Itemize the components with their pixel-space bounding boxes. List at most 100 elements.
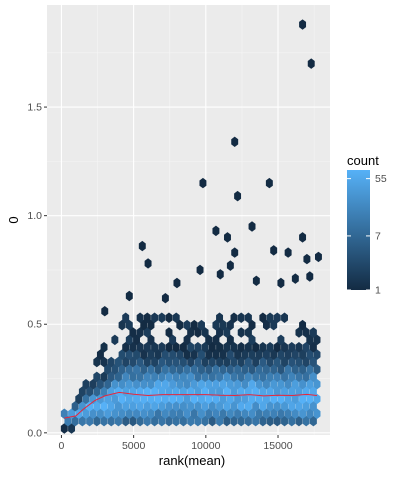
hexbin-cell	[161, 408, 169, 419]
hexbin-cell	[115, 356, 122, 368]
hexbin-cell	[122, 401, 130, 412]
hexbin-cell	[255, 393, 263, 405]
hexbin-cell	[125, 319, 133, 331]
hexbin-cell	[133, 349, 140, 360]
hexbin-cell	[194, 401, 202, 412]
hexbin-cell	[172, 371, 180, 383]
hexbin-cell-outlier	[299, 232, 307, 243]
hexbin-cell	[277, 334, 285, 346]
hexbin-cell	[277, 393, 285, 405]
hexbin-cell	[176, 378, 184, 390]
hexbin-cell	[169, 393, 177, 405]
hexbin-cell	[266, 312, 274, 323]
hexbin-cell	[291, 408, 299, 419]
hexbin-cell-outlier	[299, 19, 307, 30]
hexbin-cell	[223, 342, 231, 353]
hexbin-cell	[226, 408, 234, 419]
hexbin-cell	[176, 408, 184, 419]
hexbin-cell	[198, 319, 205, 331]
hexbin-cell	[208, 342, 216, 353]
hexbin-cell	[237, 401, 245, 412]
hexbin-cell	[248, 393, 256, 405]
hexbin-cell	[172, 312, 180, 323]
hexbin-cell	[219, 364, 227, 375]
hexbin-cell-outlier	[231, 247, 239, 258]
hexbin-cell	[259, 312, 267, 323]
hexbin-cell	[284, 378, 292, 390]
hexbin-cell	[172, 356, 180, 368]
hexbin-cell	[133, 393, 140, 405]
hexbin-cell	[176, 319, 184, 331]
hexbin-cell	[252, 356, 260, 368]
hexbin-cell	[165, 371, 173, 383]
hexbin-cell	[266, 386, 274, 397]
hexbin-cell	[82, 408, 90, 419]
hexbin-cell	[291, 364, 299, 375]
hexbin-cell	[273, 356, 281, 368]
hexbin-cell	[219, 319, 227, 331]
hexbin-cell	[313, 408, 321, 419]
hexbin-cell	[104, 408, 112, 419]
hexbin-cell	[198, 393, 205, 405]
hexbin-cell	[140, 364, 148, 375]
hexbin-cell	[241, 393, 249, 405]
hexbin-cell	[86, 415, 94, 427]
hexbin-cell	[230, 356, 238, 368]
hexbin-cell	[288, 342, 296, 353]
hexbin-cell	[147, 349, 155, 360]
hexbin-cell	[93, 386, 101, 397]
hexbin-cell	[205, 334, 213, 346]
hexbin-cell	[259, 401, 267, 412]
hexbin-cell	[147, 393, 155, 405]
hexbin-cell	[259, 371, 267, 383]
hexbin-cell	[165, 342, 173, 353]
hexbin-cell	[100, 386, 108, 397]
hexbin-cell-outlier	[216, 269, 224, 280]
hexbin-cell	[96, 378, 104, 390]
hexbin-cell	[115, 415, 122, 427]
hexbin-cell	[183, 364, 191, 375]
hexbin-cell	[263, 408, 270, 419]
hexbin-cell	[302, 371, 310, 383]
hexbin-cell	[125, 349, 133, 360]
hexbin-cell	[270, 393, 278, 405]
hexbin-cell	[158, 415, 166, 427]
hexbin-cell	[306, 393, 314, 405]
hexbin-cell	[309, 401, 317, 412]
hexbin-cell	[273, 371, 281, 383]
hexbin-cell	[223, 401, 231, 412]
hexbin-cell	[237, 327, 245, 338]
hexbin-cell	[259, 415, 267, 427]
hexbin-cell	[115, 401, 122, 412]
hexbin-cell	[281, 401, 288, 412]
hexbin-cell	[179, 342, 187, 353]
hexbin-cell	[201, 327, 209, 338]
hexbin-cell	[125, 408, 133, 419]
hexbin-cell	[143, 342, 151, 353]
hexbin-cell-outlier	[270, 245, 278, 256]
hexbin-cell	[190, 319, 198, 331]
x-tick-label: 15000	[263, 440, 292, 452]
hexbin-cell	[172, 401, 180, 412]
hexbin-cell	[151, 386, 159, 397]
hexbin-cell	[219, 349, 227, 360]
hexbin-cell	[284, 364, 292, 375]
y-axis-label: 0	[6, 216, 21, 223]
hexbin-cell	[205, 364, 213, 375]
hexbin-cell	[169, 408, 177, 419]
hexbin-cell	[313, 393, 321, 405]
hexbin-cell	[68, 423, 76, 434]
hexbin-cell	[277, 349, 285, 360]
hexbin-cell	[129, 371, 137, 383]
hexbin-cell	[133, 408, 140, 419]
hexbin-cell	[107, 401, 115, 412]
hexbin-cell	[151, 401, 159, 412]
hexbin-cell	[198, 349, 205, 360]
y-axis: 0.0 0.5 1.0 1.5	[27, 102, 47, 439]
hexbin-cell	[241, 378, 249, 390]
hexbin-cell	[136, 342, 144, 353]
hexbin-cell	[288, 386, 296, 397]
hexbin-cell-outlier	[224, 232, 231, 243]
hexbin-cell	[169, 349, 177, 360]
hexbin-cell	[96, 408, 104, 419]
